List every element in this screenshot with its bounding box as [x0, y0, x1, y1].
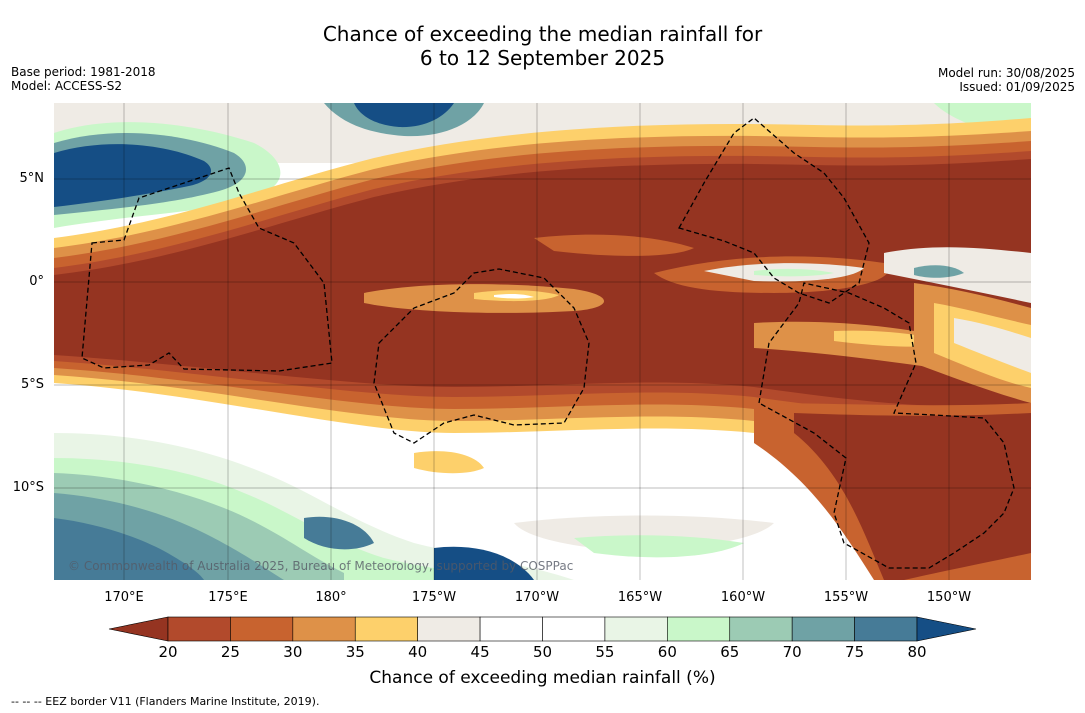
colorbar-cell [417, 616, 481, 642]
east-teal-dot [914, 265, 964, 278]
meta-left: Base period: 1981-2018 Model: ACCESS-S2 [11, 65, 156, 93]
colorbar-cell [354, 616, 418, 642]
south-yellow-blob [414, 451, 484, 474]
lon-label-175w: 175°W [411, 590, 457, 605]
lon-label-160w: 160°W [720, 590, 766, 605]
colorbar-over-arrow [916, 616, 977, 642]
graticule [54, 103, 1031, 580]
south-teal-patch [304, 516, 374, 550]
colorbar-tick-label: 40 [408, 643, 428, 661]
colorbar-tick-label: 80 [907, 643, 927, 661]
colorbar-tick-label: 55 [595, 643, 615, 661]
north-blue-patch [354, 103, 454, 128]
lat-label-5s: 5°S [20, 377, 44, 392]
colorbar-cell [791, 616, 855, 642]
title-line-2: 6 to 12 September 2025 [419, 46, 666, 70]
colorbar-tick-label: 65 [720, 643, 740, 661]
east-streak-green [754, 268, 834, 277]
model-name: Model: ACCESS-S2 [11, 79, 123, 93]
lon-label-150w: 150°W [926, 590, 972, 605]
lon-label-170e: 170°E [104, 590, 144, 605]
lon-label-180: 180° [315, 590, 347, 605]
colorbar-cells [167, 616, 918, 642]
colorbar-cell [230, 616, 294, 642]
colorbar-tick-label: 50 [532, 643, 553, 661]
lat-label-5n: 5°N [19, 171, 45, 186]
south-green-patch [574, 535, 744, 558]
colorbar-cell [729, 616, 793, 642]
colorbar-cell [479, 616, 543, 642]
eez-footer-note: -- -- -- EEZ border V11 (Flanders Marine… [11, 695, 320, 708]
lon-label-165w: 165°W [617, 590, 663, 605]
colorbar-tick-label: 70 [782, 643, 802, 661]
colorbar-tick-label: 75 [845, 643, 865, 661]
east-edge-white [954, 318, 1031, 373]
colorbar-tick-label: 20 [158, 643, 178, 661]
south-blue-patch [434, 546, 534, 580]
lat-label-0: 0° [29, 274, 44, 289]
colorbar-tick-label: 45 [470, 643, 490, 661]
nw-blue-region [54, 144, 212, 207]
colorbar-cell [854, 616, 918, 642]
se-dry-core [794, 413, 1031, 580]
lon-label-155w: 155°W [823, 590, 869, 605]
issued-date: Issued: 01/09/2025 [959, 80, 1075, 94]
rainfall-map [54, 103, 1031, 580]
colorbar-cell [542, 616, 606, 642]
colorbar-cell [167, 616, 231, 642]
eez-borders [81, 117, 1015, 569]
colorbar-cell [604, 616, 668, 642]
model-run: Model run: 30/08/2025 [937, 66, 1075, 80]
lon-label-175e: 175°E [208, 590, 248, 605]
copyright-text: © Commonwealth of Australia 2025, Bureau… [68, 559, 574, 573]
colorbar-tick-label: 25 [220, 643, 240, 661]
base-period: Base period: 1981-2018 [11, 65, 156, 79]
lat-label-10s: 10°S [12, 480, 44, 495]
meta-right: Model run: 30/08/2025 Issued: 01/09/2025 [938, 66, 1075, 94]
title-line-1: Chance of exceeding the median rainfall … [322, 22, 763, 46]
colorbar-tick-label: 30 [283, 643, 303, 661]
equator-streak-white [494, 293, 534, 299]
map-title: Chance of exceeding the median rainfall … [0, 22, 1085, 70]
colorbar-cell [667, 616, 731, 642]
lon-label-170w: 170°W [514, 590, 560, 605]
south-dark-teal [54, 518, 204, 580]
map-canvas [54, 103, 1031, 580]
colorbar-tick-label: 35 [345, 643, 365, 661]
colorbar-cell [292, 616, 356, 642]
central-streak [534, 234, 694, 256]
colorbar-label: Chance of exceeding median rainfall (%) [369, 668, 716, 688]
colorbar-under-arrow [108, 616, 169, 642]
colorbar-tick-label: 60 [657, 643, 677, 661]
